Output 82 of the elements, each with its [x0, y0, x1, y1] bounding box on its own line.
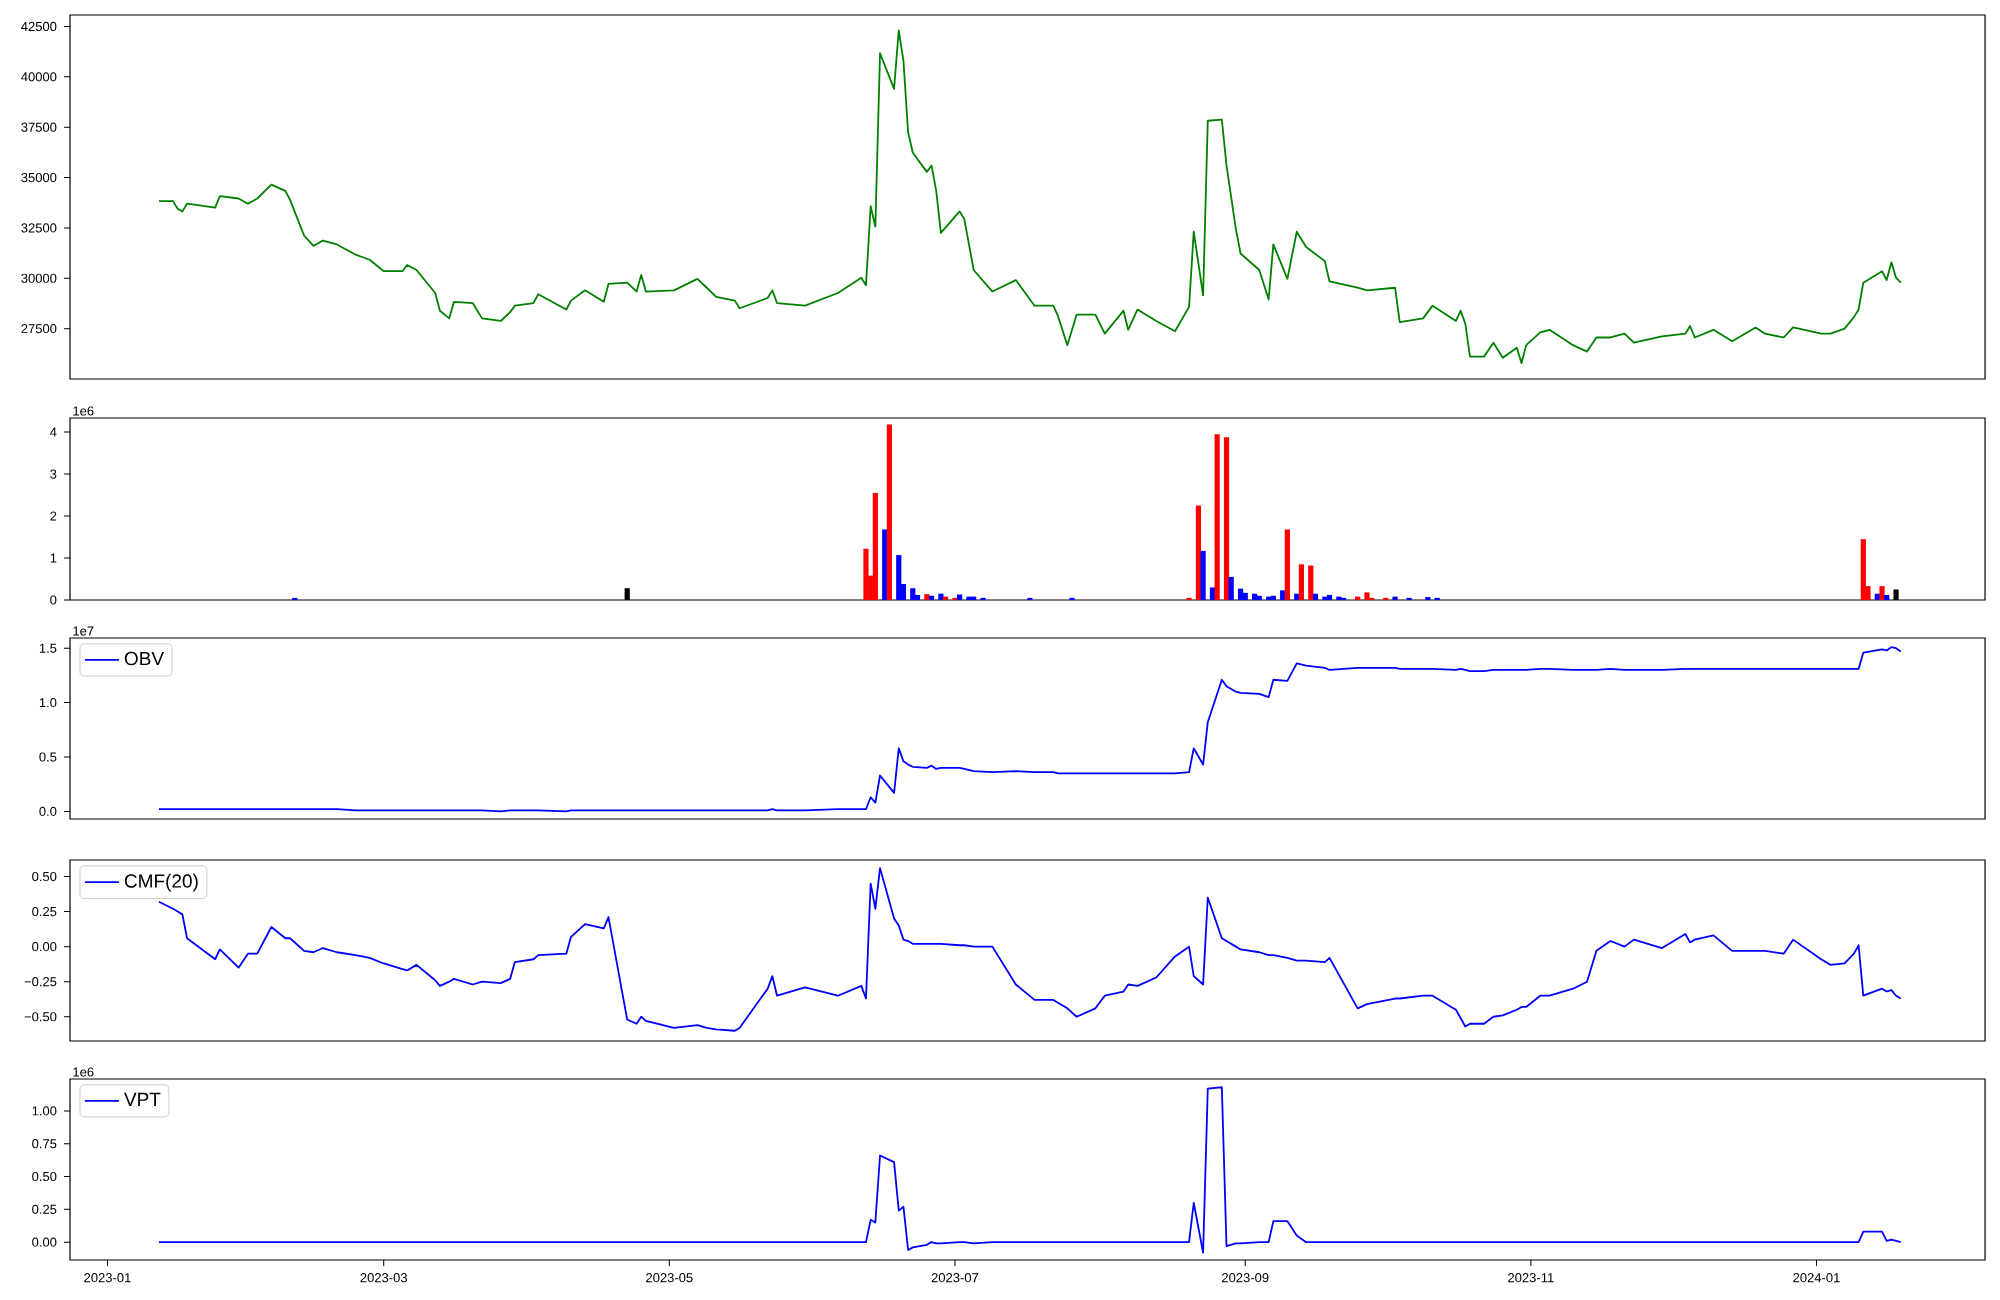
- x-tick-label: 2023-07: [931, 1273, 979, 1283]
- y-tick-label: 3: [50, 469, 57, 479]
- x-tick-label: 2023-03: [360, 1273, 407, 1283]
- text: 1e7: [73, 626, 94, 636]
- y-tick-label: 0.25: [32, 907, 57, 917]
- bar: [1298, 564, 1305, 600]
- bar: [1027, 597, 1033, 600]
- y-tick-label: 35000: [21, 172, 57, 183]
- bar: [924, 594, 930, 600]
- bar: [910, 588, 916, 600]
- y-tick-label: 0: [50, 595, 57, 605]
- x-tick-label: 2023-01: [84, 1273, 131, 1283]
- bar: [1434, 597, 1440, 600]
- y-tick-label: 1.0: [39, 698, 57, 708]
- x-tick-label: 2023-09: [1222, 1273, 1269, 1283]
- bar: [896, 555, 902, 600]
- y-tick-label: 0.00: [32, 1237, 57, 1247]
- bar: [1364, 592, 1370, 600]
- bar: [1256, 595, 1262, 600]
- line-series: [158, 29, 1902, 364]
- text: 1e6: [73, 1067, 94, 1077]
- y-tick-label: 0.50: [32, 1171, 57, 1182]
- y-tick-label: 37500: [21, 122, 57, 132]
- bar: [1252, 593, 1258, 600]
- bar: [1326, 594, 1333, 600]
- bar: [1237, 588, 1244, 600]
- legend-label: VPT: [124, 1092, 161, 1106]
- bar: [863, 548, 869, 600]
- y-tick-label: −0.25: [24, 977, 57, 987]
- y-tick-label: 4: [50, 427, 57, 437]
- bar: [1406, 597, 1412, 600]
- y-tick-label: 0.00: [32, 942, 57, 952]
- y-tick-label: 42500: [21, 21, 57, 32]
- legend-label: CMF(20): [124, 873, 198, 892]
- bar: [1284, 529, 1290, 600]
- y-tick-label: 2: [50, 511, 57, 521]
- x-tick-label: 2023-11: [1508, 1273, 1554, 1283]
- bar: [1383, 597, 1389, 600]
- y-tick-label: 1.5: [39, 643, 57, 653]
- bar: [1308, 565, 1314, 600]
- y-tick-label: 40000: [21, 72, 57, 82]
- bar: [1294, 593, 1300, 600]
- bar: [1214, 434, 1220, 600]
- bar: [1228, 576, 1234, 600]
- bar: [928, 595, 935, 600]
- y-tick-label: 0.0: [39, 806, 57, 816]
- bar: [1280, 590, 1286, 600]
- bar: [1186, 597, 1192, 600]
- y-tick-label: 1: [50, 553, 57, 563]
- bar: [1200, 550, 1206, 600]
- bar: [882, 529, 888, 600]
- bar: [292, 597, 298, 600]
- y-tick-label: 32500: [21, 223, 57, 233]
- y-tick-label: 30000: [21, 273, 57, 283]
- bar: [1312, 593, 1319, 600]
- legend-label: OBV: [124, 651, 164, 666]
- text: 1e6: [73, 406, 94, 416]
- bar: [1195, 505, 1202, 600]
- bar: [980, 597, 986, 600]
- bar: [1209, 587, 1216, 600]
- x-tick-label: 2023-05: [646, 1273, 693, 1283]
- y-tick-label: −0.50: [24, 1012, 57, 1022]
- bar: [886, 424, 892, 600]
- bar: [872, 492, 878, 600]
- bar: [1425, 597, 1431, 600]
- bar: [938, 593, 944, 600]
- bar: [1879, 586, 1885, 600]
- bar: [1242, 592, 1248, 600]
- bar: [1884, 594, 1890, 600]
- y-tick-label: 0.25: [32, 1204, 57, 1214]
- y-tick-label: 0.75: [32, 1139, 57, 1149]
- y-tick-label: 0.5: [39, 752, 57, 762]
- x-tick-label: 2024-01: [1793, 1273, 1840, 1283]
- bar: [1392, 596, 1398, 600]
- bar: [952, 597, 958, 600]
- bar: [1069, 597, 1075, 600]
- y-tick-label: 27500: [21, 324, 57, 334]
- bar: [1340, 597, 1347, 600]
- y-tick-label: 0.50: [32, 871, 57, 882]
- bar: [1223, 437, 1230, 600]
- y-tick-label: 1.00: [32, 1106, 57, 1116]
- bar: [1270, 595, 1276, 600]
